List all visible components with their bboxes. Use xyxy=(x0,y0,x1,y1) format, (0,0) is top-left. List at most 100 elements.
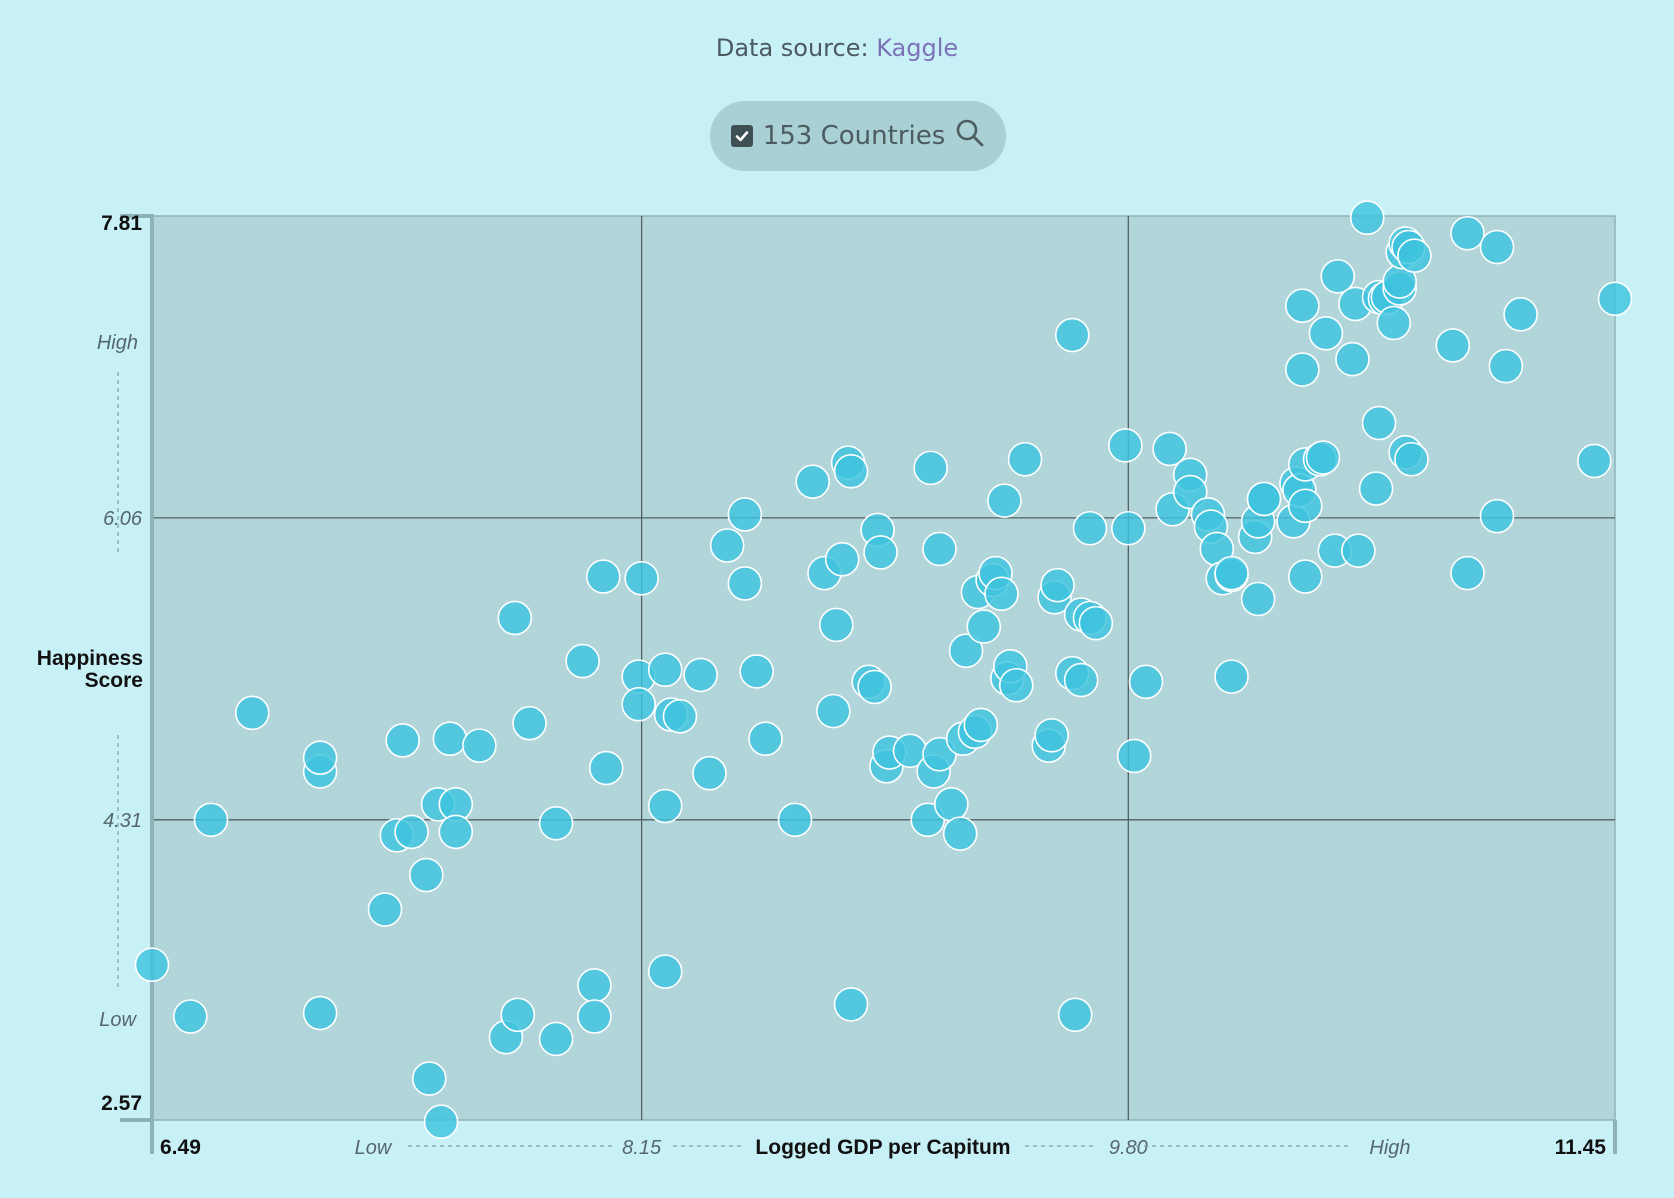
data-point[interactable] xyxy=(1078,605,1114,641)
data-point[interactable] xyxy=(1111,510,1146,546)
data-point[interactable] xyxy=(394,814,429,850)
data-point[interactable] xyxy=(1349,200,1385,236)
data-point[interactable] xyxy=(1479,229,1515,265)
data-point[interactable] xyxy=(1240,581,1276,617)
data-point[interactable] xyxy=(1435,328,1471,363)
data-point[interactable] xyxy=(824,542,860,577)
data-point[interactable] xyxy=(432,721,468,757)
data-point[interactable] xyxy=(1308,316,1344,351)
data-point[interactable] xyxy=(1285,352,1320,387)
data-point[interactable] xyxy=(833,454,869,489)
data-point[interactable] xyxy=(1152,431,1187,467)
data-point[interactable] xyxy=(816,693,851,729)
data-point[interactable] xyxy=(913,450,948,486)
data-point[interactable] xyxy=(1287,559,1323,594)
data-point[interactable] xyxy=(1450,555,1485,591)
checkbox-checked-icon[interactable] xyxy=(730,125,753,147)
data-point[interactable] xyxy=(942,816,978,851)
data-point[interactable] xyxy=(934,786,969,822)
data-point[interactable] xyxy=(833,987,869,1022)
data-point[interactable] xyxy=(1285,288,1320,324)
search-icon[interactable] xyxy=(955,118,985,155)
data-point[interactable] xyxy=(500,997,536,1033)
data-point[interactable] xyxy=(585,559,621,594)
data-point[interactable] xyxy=(1376,305,1412,341)
data-point[interactable] xyxy=(1305,440,1341,475)
data-point[interactable] xyxy=(998,667,1034,703)
data-point[interactable] xyxy=(624,560,659,596)
data-point[interactable] xyxy=(819,607,854,643)
data-point[interactable] xyxy=(948,633,984,669)
data-point[interactable] xyxy=(1007,441,1043,477)
data-point[interactable] xyxy=(1287,488,1323,524)
data-point[interactable] xyxy=(173,999,208,1034)
data-point[interactable] xyxy=(727,566,763,601)
data-point[interactable] xyxy=(462,728,497,763)
data-point[interactable] xyxy=(709,528,745,563)
kaggle-link[interactable]: Kaggle xyxy=(876,34,959,62)
data-point[interactable] xyxy=(1358,471,1394,506)
country-filter-button[interactable]: 153 Countries xyxy=(710,101,1006,171)
data-point[interactable] xyxy=(922,531,957,567)
data-point[interactable] xyxy=(193,802,229,838)
data-point[interactable] xyxy=(1054,317,1090,353)
data-point[interactable] xyxy=(683,657,718,693)
data-point[interactable] xyxy=(411,1061,447,1096)
data-point[interactable] xyxy=(795,464,831,499)
data-point[interactable] xyxy=(1503,297,1538,332)
data-point[interactable] xyxy=(538,805,574,841)
data-point[interactable] xyxy=(1246,481,1282,517)
data-point[interactable] xyxy=(1397,238,1432,273)
data-point[interactable] xyxy=(1214,555,1249,591)
data-point[interactable] xyxy=(1063,662,1099,698)
data-point[interactable] xyxy=(565,643,600,679)
data-point[interactable] xyxy=(1335,341,1370,377)
data-point[interactable] xyxy=(577,999,612,1034)
data-point[interactable] xyxy=(1214,659,1249,694)
data-point[interactable] xyxy=(857,669,892,705)
data-point[interactable] xyxy=(739,654,774,689)
data-point[interactable] xyxy=(497,600,533,636)
data-point[interactable] xyxy=(1128,664,1164,700)
data-point[interactable] xyxy=(1488,348,1524,384)
data-point[interactable] xyxy=(423,1104,459,1140)
data-point[interactable] xyxy=(727,497,763,532)
data-point[interactable] xyxy=(234,695,270,731)
data-point[interactable] xyxy=(438,814,474,850)
data-point[interactable] xyxy=(966,609,1002,644)
data-point[interactable] xyxy=(987,483,1022,518)
data-point[interactable] xyxy=(588,750,624,786)
data-point[interactable] xyxy=(984,576,1019,612)
data-point[interactable] xyxy=(134,947,170,983)
data-point[interactable] xyxy=(748,721,783,757)
data-point[interactable] xyxy=(1108,428,1143,463)
data-point[interactable] xyxy=(1450,215,1485,251)
data-point[interactable] xyxy=(1072,510,1108,546)
data-point[interactable] xyxy=(692,755,727,791)
data-point[interactable] xyxy=(1341,533,1376,568)
data-point[interactable] xyxy=(777,802,813,838)
data-point[interactable] xyxy=(367,892,403,927)
data-point[interactable] xyxy=(302,995,338,1031)
data-point[interactable] xyxy=(1040,567,1075,603)
data-point[interactable] xyxy=(1034,717,1069,753)
data-point[interactable] xyxy=(302,740,338,776)
data-point[interactable] xyxy=(1361,405,1397,441)
data-point[interactable] xyxy=(577,968,612,1003)
data-point[interactable] xyxy=(1394,441,1429,477)
data-point[interactable] xyxy=(409,857,444,893)
data-point[interactable] xyxy=(1116,738,1152,774)
data-point[interactable] xyxy=(538,1021,574,1057)
data-point[interactable] xyxy=(662,699,698,734)
data-point[interactable] xyxy=(512,705,547,741)
data-point[interactable] xyxy=(1057,997,1093,1033)
data-point[interactable] xyxy=(647,788,683,824)
data-point[interactable] xyxy=(1479,498,1515,534)
data-point[interactable] xyxy=(1320,259,1356,294)
data-point[interactable] xyxy=(1597,281,1633,317)
data-point[interactable] xyxy=(621,686,656,722)
data-point[interactable] xyxy=(647,954,683,989)
data-point[interactable] xyxy=(963,707,999,743)
data-point[interactable] xyxy=(647,652,683,688)
data-point[interactable] xyxy=(385,723,421,758)
